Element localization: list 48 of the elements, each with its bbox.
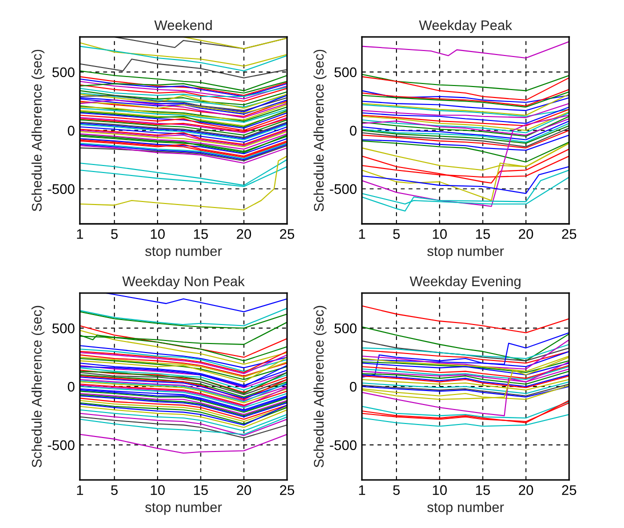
- x-tick-label: 5: [111, 485, 118, 496]
- y-axis-title: Schedule Adherence (sec): [31, 306, 44, 468]
- x-tick-label: 10: [432, 229, 447, 239]
- y-tick-label: 0: [68, 126, 74, 136]
- y-tick-label: -500: [48, 184, 74, 194]
- x-tick-label: 25: [280, 229, 294, 239]
- x-axis-title: stop number: [145, 502, 222, 515]
- x-tick-label: 5: [393, 485, 400, 496]
- x-tick-label: 25: [562, 485, 576, 496]
- x-tick-label: 25: [562, 229, 576, 239]
- y-axis-title: Schedule Adherence (sec): [314, 50, 326, 212]
- y-tick-label: 500: [52, 67, 74, 78]
- x-axis-title: stop number: [427, 246, 504, 259]
- x-tick-label: 15: [476, 485, 490, 496]
- x-tick-label: 1: [359, 485, 366, 495]
- x-tick-label: 20: [518, 485, 534, 496]
- x-tick-label: 10: [150, 229, 165, 239]
- x-axis-title: stop number: [427, 502, 504, 515]
- x-tick-label: 20: [236, 229, 252, 239]
- chart-title: Weekday Non Peak: [122, 276, 245, 289]
- y-tick-label: 0: [68, 382, 74, 392]
- x-tick-label: 15: [194, 485, 208, 496]
- x-axis-title: stop number: [145, 246, 222, 259]
- x-tick-label: 15: [194, 229, 208, 239]
- x-tick-label: 10: [150, 485, 165, 496]
- y-tick-label: 500: [52, 323, 74, 334]
- y-tick-label: 0: [350, 126, 357, 136]
- y-tick-label: 500: [334, 323, 357, 334]
- x-tick-label: 5: [111, 229, 118, 239]
- x-tick-label: 1: [359, 229, 366, 239]
- x-tick-label: 5: [393, 229, 400, 239]
- y-axis-title: Schedule Adherence (sec): [314, 306, 326, 468]
- y-tick-label: -500: [330, 184, 357, 194]
- chart-title: Weekday Peak: [418, 20, 512, 33]
- x-tick-label: 25: [280, 485, 294, 496]
- x-tick-label: 20: [236, 485, 252, 496]
- x-tick-label: 20: [518, 229, 534, 239]
- x-tick-label: 1: [77, 229, 84, 239]
- y-axis-title: Schedule Adherence (sec): [31, 50, 44, 212]
- chart-title: Weekend: [154, 20, 212, 30]
- x-tick-label: 15: [476, 229, 490, 239]
- y-tick-label: 0: [350, 382, 357, 392]
- y-tick-label: 500: [334, 67, 357, 78]
- x-tick-label: 1: [77, 485, 84, 495]
- y-tick-label: -500: [330, 440, 357, 450]
- chart-title: Weekday Evening: [410, 276, 520, 289]
- x-tick-label: 10: [432, 485, 447, 496]
- y-tick-label: -500: [48, 440, 74, 450]
